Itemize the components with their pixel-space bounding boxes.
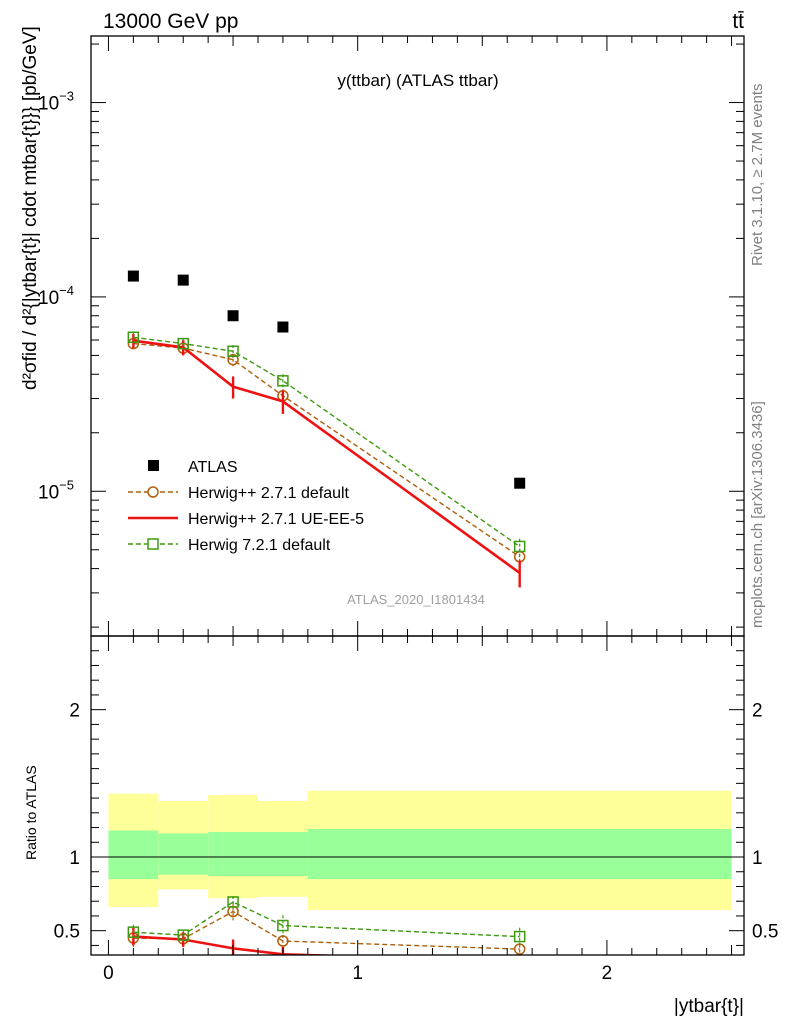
y-tick-label: 10−3 [38, 89, 74, 115]
x-axis-label: |ytbar{t}| [674, 996, 744, 1017]
main-panel: y(ttbar) (ATLAS ttbar) ATLAS_2020_I18014… [20, 26, 745, 637]
data-marker [177, 337, 189, 350]
ratio-panel: Ratio to ATLAS |ytbar{t}| 0.5 0.5 1 1 2 2 0 1 2 [23, 635, 778, 1017]
atlas-data-point [177, 274, 189, 286]
atlas-data-point [127, 270, 139, 282]
data-marker [227, 353, 239, 366]
ratio-y-tick-label: 0.5 [54, 922, 80, 943]
ratio-y-tick-label: 1 [69, 848, 80, 869]
ratio-marker [227, 896, 239, 908]
legend-marker [147, 538, 159, 550]
legend-marker [147, 486, 159, 498]
mcplots-label: mcplots.cern.ch [arXiv:1306.3436] [749, 401, 766, 628]
x-tick-label: 2 [602, 963, 613, 984]
ratio-marker [127, 926, 140, 938]
plot-title: y(ttbar) (ATLAS ttbar) [337, 71, 498, 90]
rivet-label: Rivet 3.1.10, ≥ 2.7M events [749, 84, 766, 267]
atlas-data-point [514, 477, 526, 489]
data-marker [227, 345, 239, 358]
data-marker [277, 375, 289, 387]
legend-marker [148, 460, 159, 471]
main-y-axis-label: d²σfid / d²{|ytbar{t}| cdot mtbar{t}}} [… [20, 26, 41, 390]
x-tick-label: 0 [103, 963, 114, 984]
ratio-y-tick-label: 2 [69, 701, 80, 722]
legend-label: Herwig 7.2.1 default [188, 537, 331, 554]
uncertainty-band-inner [158, 833, 209, 875]
energy-label: 13000 GeV pp [103, 10, 238, 33]
ratio-marker [277, 935, 289, 947]
series-line [133, 342, 521, 558]
y-tick-label: 10−4 [38, 283, 74, 309]
uncertainty-band-inner [307, 829, 732, 880]
ratio-y-tick-label: 2 [752, 701, 763, 722]
ratio-series-line [133, 901, 520, 938]
ratio-marker [277, 919, 289, 932]
atlas-data-point [227, 310, 239, 322]
data-marker [513, 540, 526, 553]
ratio-y-tick-label: 0.5 [752, 922, 778, 943]
uncertainty-band-inner [257, 831, 308, 877]
ratio-frame [90, 635, 745, 956]
legend-label: Herwig++ 2.7.1 UE-EE-5 [188, 511, 364, 528]
process-label: tt̄ [732, 10, 744, 33]
ratio-marker [513, 930, 526, 943]
ratio-series-line [133, 935, 348, 955]
ratio-marker [177, 929, 189, 941]
ratio-y-axis-label: Ratio to ATLAS [23, 765, 39, 860]
legend-label: Herwig++ 2.7.1 default [188, 485, 350, 502]
uncertainty-band-inner [108, 830, 159, 880]
x-tick-label: 1 [352, 963, 363, 984]
legend: ATLAS Herwig++ 2.7.1 default Herwig++ 2.7.… [128, 459, 364, 554]
data-marker [127, 331, 140, 344]
legend-label: ATLAS [188, 459, 238, 476]
atlas-data-point [277, 321, 289, 333]
analysis-watermark: ATLAS_2020_I1801434 [347, 592, 485, 607]
y-tick-label: 10−5 [38, 477, 74, 503]
uncertainty-band-inner [208, 831, 258, 877]
ratio-y-tick-label: 1 [752, 848, 763, 869]
